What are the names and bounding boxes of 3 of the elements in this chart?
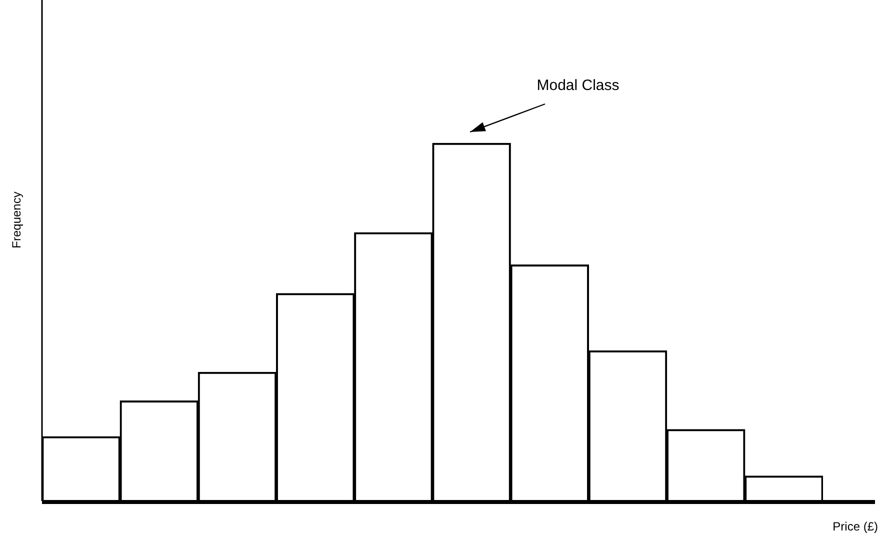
text: Modal Class [536, 77, 620, 94]
y-axis-title: Frequency [9, 192, 24, 248]
x-axis-title: Price (£) [832, 519, 878, 534]
